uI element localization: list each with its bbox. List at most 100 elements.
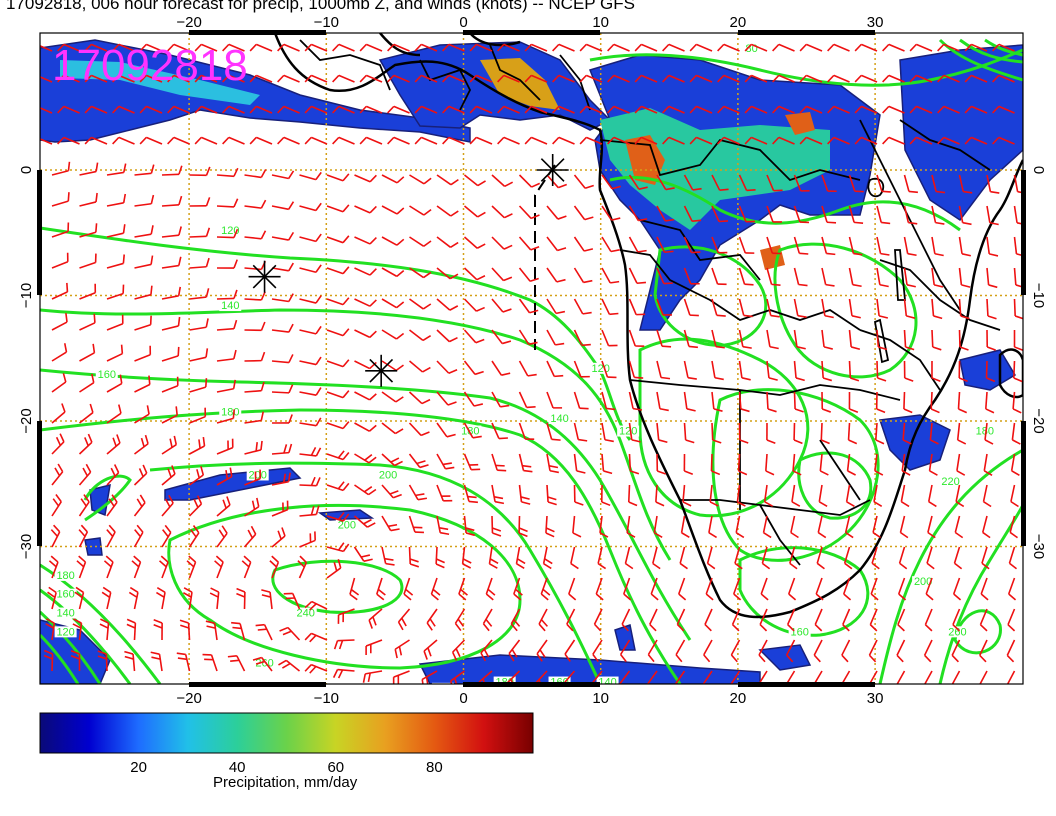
wind-barb bbox=[508, 639, 521, 662]
wind-barb bbox=[524, 74, 548, 83]
wind-barb bbox=[153, 619, 163, 641]
y-tick-label-left: 0 bbox=[18, 166, 35, 174]
wind-barb bbox=[964, 136, 988, 145]
wind-barb bbox=[244, 199, 267, 209]
wind-barb bbox=[786, 608, 796, 632]
wind-barb bbox=[689, 136, 713, 145]
wind-barb bbox=[381, 298, 405, 309]
wind-barb bbox=[271, 201, 295, 211]
contour-label-bg bbox=[219, 224, 242, 236]
wind-barb bbox=[634, 136, 658, 145]
wind-barb bbox=[1012, 391, 1022, 414]
wind-barb bbox=[381, 174, 405, 184]
wind-barb bbox=[436, 422, 456, 438]
wind-barb bbox=[79, 283, 97, 300]
contour-land-7 bbox=[738, 546, 870, 637]
wind-barb bbox=[430, 577, 441, 601]
contour-label: 140 bbox=[550, 413, 568, 425]
frame-bar-right-1 bbox=[1021, 170, 1026, 295]
frame-bar-top-1 bbox=[189, 30, 326, 35]
wind-barb bbox=[414, 74, 438, 83]
wind-barb bbox=[711, 174, 729, 191]
wind-barb bbox=[1013, 267, 1023, 288]
contour-label: 220 bbox=[941, 476, 959, 488]
wind-barb bbox=[979, 670, 988, 684]
wind-barb bbox=[601, 391, 616, 411]
wind-barb bbox=[299, 531, 316, 548]
wind-barb bbox=[349, 577, 360, 601]
wind-barb bbox=[409, 267, 432, 279]
wind-barb bbox=[354, 174, 377, 183]
contour-sw-160 bbox=[40, 588, 132, 684]
wind-barb bbox=[766, 174, 783, 192]
wind-barb bbox=[711, 267, 727, 286]
wind-barb bbox=[491, 205, 513, 219]
wind-barb bbox=[326, 297, 350, 306]
wind-barb bbox=[510, 608, 521, 632]
contour-ridge-100 bbox=[83, 474, 132, 522]
wind-barb bbox=[579, 74, 603, 83]
wind-barb bbox=[791, 484, 801, 507]
contour-ne-160 bbox=[878, 448, 1023, 684]
wind-barb bbox=[705, 577, 714, 601]
x-tick-label-bottom: −10 bbox=[314, 690, 339, 707]
wind-barb bbox=[981, 546, 990, 570]
wind-barb bbox=[299, 446, 322, 457]
wind-barb bbox=[744, 43, 768, 52]
wind-barb bbox=[937, 105, 960, 114]
wind-barb bbox=[854, 74, 878, 83]
contour-label: 200 bbox=[249, 469, 267, 481]
wind-barb bbox=[222, 43, 245, 52]
wind-barb bbox=[958, 267, 971, 288]
wind-barb bbox=[546, 453, 559, 474]
wind-barb bbox=[79, 223, 98, 238]
wind-barb bbox=[628, 298, 646, 316]
wind-barb bbox=[189, 288, 210, 300]
wind-barb bbox=[161, 406, 178, 424]
wind-barb bbox=[518, 360, 537, 377]
wind-barb bbox=[708, 515, 717, 539]
wind-barb bbox=[925, 577, 934, 601]
wind-barb bbox=[854, 43, 878, 52]
wind-barb bbox=[842, 608, 851, 632]
y-tick-label-right: 0 bbox=[1030, 166, 1047, 174]
wind-barb bbox=[634, 43, 658, 52]
wind-barb bbox=[952, 608, 961, 632]
wind-barb bbox=[381, 329, 405, 340]
frame-bar-right-2 bbox=[1021, 421, 1026, 546]
wind-barb bbox=[326, 512, 350, 522]
wind-barb bbox=[761, 546, 771, 570]
wind-barb bbox=[271, 414, 293, 424]
wind-barb bbox=[161, 435, 178, 455]
colorbar-tick-label: 60 bbox=[327, 759, 344, 776]
wind-barb bbox=[423, 639, 438, 660]
wind-barb bbox=[951, 670, 961, 684]
wind-barb bbox=[926, 546, 935, 570]
contour-180 bbox=[40, 408, 682, 684]
wind-barb bbox=[710, 453, 721, 476]
wind-barb bbox=[299, 387, 322, 396]
wind-barb bbox=[562, 670, 576, 684]
wind-barb bbox=[984, 391, 995, 414]
y-tick-label-left: −30 bbox=[18, 534, 35, 559]
contour-label: 140 bbox=[221, 300, 239, 312]
wind-barb bbox=[730, 639, 741, 663]
wind-barb bbox=[209, 587, 220, 610]
wind-barb bbox=[628, 360, 644, 379]
wind-barb bbox=[765, 453, 775, 476]
wind-barb bbox=[868, 639, 878, 663]
wind-barb bbox=[1006, 639, 1016, 663]
wind-barb bbox=[827, 74, 850, 83]
wind-barb bbox=[744, 105, 768, 114]
contour-label-bg bbox=[54, 626, 77, 638]
wind-barb bbox=[634, 105, 658, 114]
wind-barb bbox=[546, 391, 563, 409]
wind-barb bbox=[261, 589, 273, 610]
wind-barb bbox=[381, 205, 405, 215]
wind-barb bbox=[354, 422, 377, 432]
wind-barb bbox=[189, 378, 208, 393]
wind-barb bbox=[573, 205, 594, 221]
wind-barb bbox=[332, 74, 355, 83]
contour-label-bg bbox=[219, 406, 242, 418]
wind-barb bbox=[249, 43, 273, 52]
